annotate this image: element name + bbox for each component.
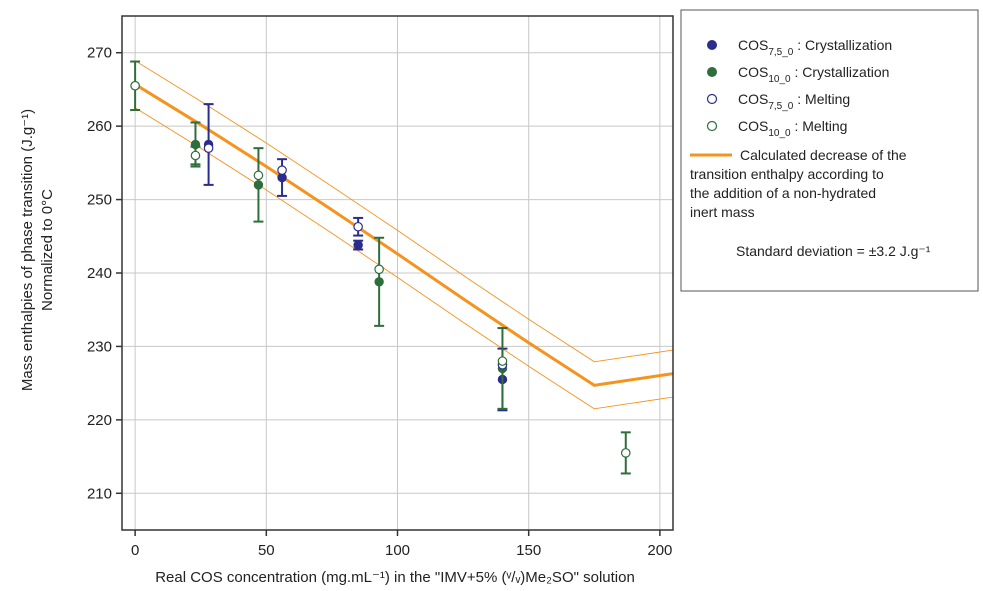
- data-points-group: [130, 60, 631, 475]
- y-tick-label: 230: [87, 338, 112, 355]
- data-point: [620, 448, 631, 458]
- y-tick-label: 270: [87, 45, 112, 62]
- x-axis-label: Real COS concentration (mg.mL⁻¹) in the …: [155, 569, 635, 586]
- data-point: [253, 170, 264, 181]
- data-point: [190, 150, 201, 161]
- legend-curve-label-line: Calculated decrease of the: [740, 147, 907, 163]
- legend-label: COS10_0 : Crystallization: [738, 64, 889, 85]
- legend-label: COS10_0 : Melting: [738, 118, 847, 139]
- y-axis-label-line1: Mass enthalpies of phase transition (J.g…: [19, 109, 36, 391]
- x-tick-label: 50: [258, 542, 275, 559]
- y-tick-label: 220: [87, 412, 112, 429]
- legend-label: COS7,5_0 : Melting: [738, 91, 850, 112]
- y-tick-label: 260: [87, 118, 112, 135]
- legend-curve-label-line: transition enthalpy according to: [690, 166, 884, 182]
- x-tick-label: 100: [385, 542, 410, 559]
- data-point: [374, 264, 384, 275]
- data-point: [253, 180, 264, 190]
- legend-marker: [707, 67, 717, 77]
- y-tick-label: 210: [87, 485, 112, 502]
- series-3: [130, 80, 631, 458]
- legend-std-label: Standard deviation = ±3.2 J.g⁻¹: [736, 243, 931, 259]
- y-tick-label: 250: [87, 192, 112, 209]
- y-axis-label-line2: Normalized to 0°C: [39, 189, 56, 311]
- legend-curve-label-line: inert mass: [690, 204, 755, 220]
- legend-label: COS7,5_0 : Crystallization: [738, 37, 892, 58]
- x-tick-label: 150: [516, 542, 541, 559]
- model-curve-group: [134, 60, 674, 410]
- legend-marker: [707, 40, 717, 50]
- data-point: [203, 143, 214, 153]
- model-curve-upper-std: [134, 60, 674, 363]
- legend-box: [680, 9, 979, 292]
- data-point: [353, 221, 363, 232]
- data-point: [277, 165, 287, 175]
- legend-marker: [706, 120, 718, 132]
- grid-lines: [122, 16, 673, 530]
- data-point: [353, 240, 363, 250]
- data-point: [497, 356, 508, 366]
- x-tick-label: 200: [647, 542, 672, 559]
- data-point: [130, 80, 140, 91]
- model-curve-lower-std: [134, 107, 674, 410]
- data-point: [374, 277, 384, 287]
- legend: COS7,5_0 : Crystallization COS10_0 : Crys…: [680, 9, 979, 292]
- y-tick-label: 240: [87, 265, 112, 282]
- x-tick-label: 0: [131, 542, 139, 559]
- model-curve: [134, 83, 674, 387]
- legend-curve-label-line: the addition of a non-hydrated: [690, 185, 876, 201]
- axes-group: 0 50 100 150 200 210 220 230 240 250 260 270: [87, 15, 674, 559]
- legend-marker: [706, 93, 718, 105]
